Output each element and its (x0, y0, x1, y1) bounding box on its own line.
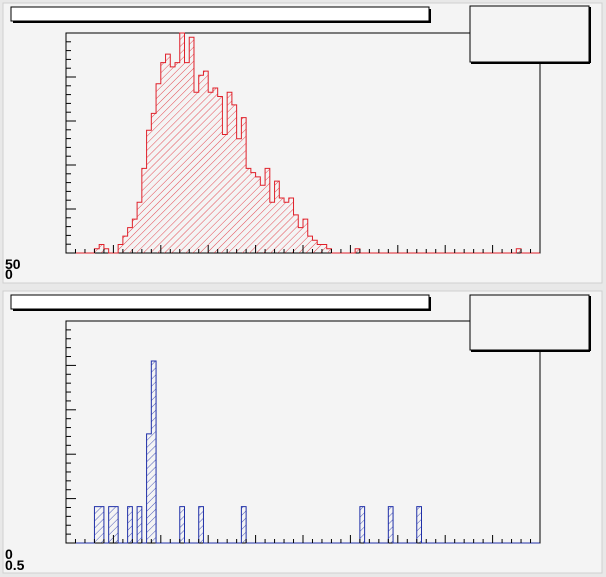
y-axis-1-label-top: 50 (5, 256, 21, 272)
bar (222, 134, 228, 253)
bar (321, 244, 327, 253)
bar (231, 104, 237, 253)
bar (303, 219, 308, 253)
bar (516, 248, 522, 253)
histogram-outline-1 (66, 32, 540, 254)
bar (175, 62, 180, 253)
bar (217, 96, 223, 253)
bar (156, 83, 161, 254)
bar (246, 168, 251, 253)
bar (127, 506, 133, 543)
bar (94, 248, 100, 253)
bar (103, 248, 109, 253)
bar (160, 62, 166, 253)
bar (298, 227, 303, 253)
bar (179, 506, 185, 543)
bar (127, 227, 133, 253)
bar (193, 92, 199, 253)
bar (269, 202, 275, 253)
bar (284, 202, 289, 253)
bar (170, 66, 176, 253)
bar (165, 54, 171, 254)
bar (212, 88, 218, 253)
bar (260, 185, 266, 253)
bar (99, 244, 104, 253)
bar (198, 75, 204, 253)
bar (203, 71, 209, 253)
histogram-2 (65, 320, 541, 544)
bar (241, 117, 247, 253)
pad-2-title-box (10, 294, 430, 310)
bar (255, 176, 261, 253)
x-ticks-1 (65, 245, 541, 253)
bar (108, 506, 114, 543)
stats-box-1 (469, 5, 591, 64)
bar (388, 506, 394, 543)
bar (359, 506, 365, 543)
bar (137, 506, 142, 543)
bar (99, 506, 104, 543)
bar (293, 214, 299, 253)
pad-1: 50 0 (2, 2, 603, 284)
pad-1-title-box (10, 6, 430, 22)
bar (132, 219, 138, 253)
bar (146, 130, 152, 253)
y-ticks-2 (66, 320, 76, 544)
bar (241, 506, 247, 543)
bar (416, 506, 422, 543)
bar (94, 506, 100, 543)
bar (326, 248, 332, 253)
bar (137, 202, 142, 253)
bar (141, 168, 147, 253)
y-ticks-1 (66, 32, 76, 254)
bar (113, 506, 119, 543)
stats-box-2 (469, 294, 591, 352)
bar (236, 138, 242, 253)
bar (274, 181, 280, 253)
y-axis-1-label-bottom: 0 (5, 266, 13, 282)
bar (279, 198, 285, 253)
bar (250, 172, 256, 253)
y-axis-2-label-bottom: 0.5 (5, 557, 25, 573)
bar (184, 62, 190, 253)
histogram-outline-2 (66, 360, 540, 544)
bar (198, 506, 204, 543)
stats-box-1-frame (469, 5, 590, 63)
bar (151, 113, 157, 253)
y-axis-2-label-top: 0 (5, 546, 13, 562)
pad-2: 0 0.5 (2, 290, 603, 574)
bar (208, 92, 213, 253)
bar (265, 168, 270, 253)
bar (151, 361, 157, 543)
bar (288, 198, 294, 253)
bar (227, 92, 232, 253)
bar (312, 240, 318, 253)
bar (122, 236, 128, 253)
histogram-1 (65, 32, 541, 254)
bars-1 (94, 33, 522, 254)
bar (307, 236, 313, 253)
bar (355, 248, 360, 253)
stats-box-2-frame (469, 294, 590, 351)
x-ticks-2 (65, 535, 541, 543)
bar (317, 244, 322, 253)
bar (146, 433, 152, 543)
bars-2 (94, 361, 422, 543)
bar (179, 33, 185, 253)
bar (118, 244, 123, 253)
bar (189, 37, 194, 253)
